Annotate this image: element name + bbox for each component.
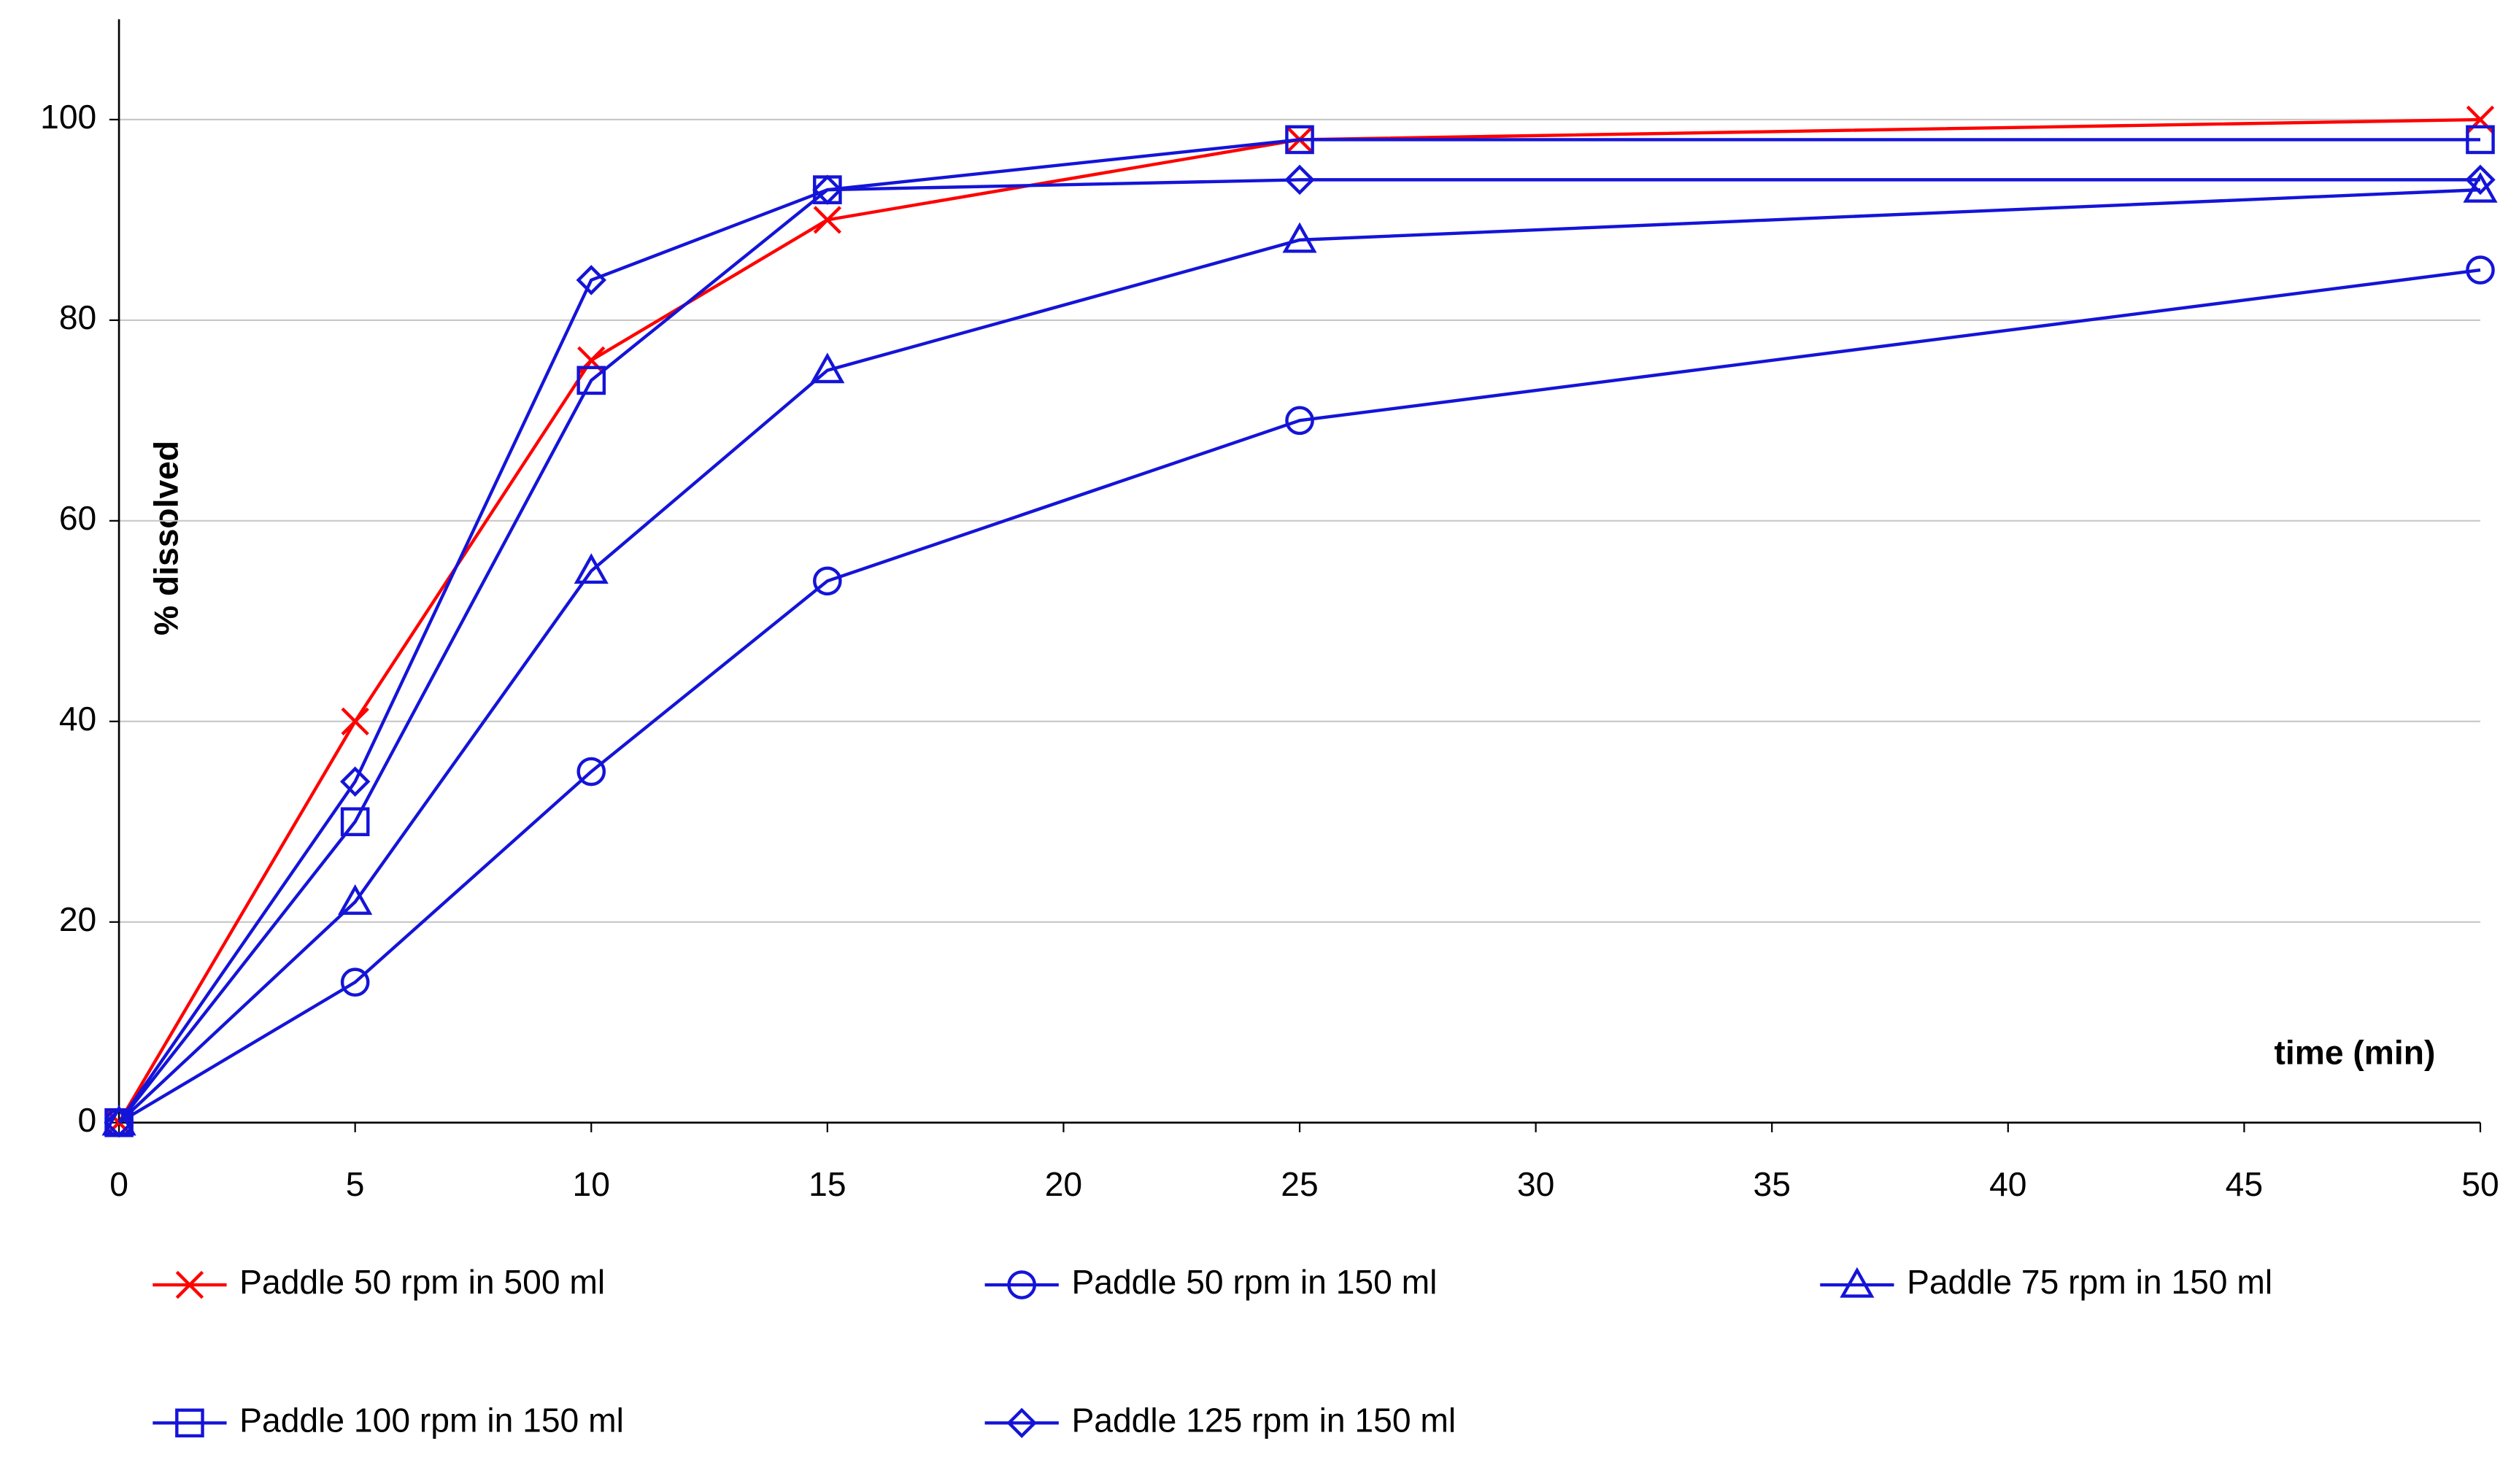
data-point bbox=[104, 1107, 134, 1138]
legend-marker bbox=[1006, 1407, 1037, 1439]
series-line bbox=[117, 178, 2480, 1124]
data-point bbox=[1285, 125, 1314, 155]
data-point bbox=[574, 553, 609, 584]
y-axis-title: % dissolved bbox=[147, 441, 185, 635]
data-point bbox=[341, 707, 369, 735]
y-tick-label: 40 bbox=[59, 700, 96, 738]
data-point bbox=[576, 757, 606, 787]
x-tick-label: 50 bbox=[2461, 1165, 2499, 1203]
data-point bbox=[810, 352, 845, 384]
series-line bbox=[117, 138, 2480, 1124]
legend-label: Paddle 75 rpm in 150 ml bbox=[1907, 1263, 2272, 1301]
data-point bbox=[340, 807, 370, 837]
x-tick-label: 10 bbox=[573, 1165, 610, 1203]
data-point bbox=[339, 766, 371, 797]
data-point bbox=[813, 566, 842, 596]
y-tick-label: 0 bbox=[78, 1101, 97, 1139]
data-point bbox=[1284, 164, 1315, 196]
data-point bbox=[340, 967, 370, 997]
data-point bbox=[812, 174, 843, 205]
data-point bbox=[2463, 171, 2498, 203]
y-tick-label: 20 bbox=[59, 900, 96, 938]
legend-marker bbox=[175, 1270, 204, 1299]
x-tick-label: 5 bbox=[346, 1165, 365, 1203]
x-tick-label: 35 bbox=[1754, 1165, 1791, 1203]
x-tick-label: 20 bbox=[1045, 1165, 1082, 1203]
x-tick-label: 30 bbox=[1517, 1165, 1554, 1203]
x-tick-label: 15 bbox=[809, 1165, 846, 1203]
x-tick-label: 45 bbox=[2226, 1165, 2263, 1203]
x-tick-label: 40 bbox=[1989, 1165, 2026, 1203]
series-line bbox=[117, 117, 2481, 1124]
legend-label: Paddle 100 rpm in 150 ml bbox=[239, 1402, 624, 1439]
legend-marker bbox=[175, 1408, 204, 1438]
x-tick-label: 25 bbox=[1281, 1165, 1318, 1203]
legend-label: Paddle 125 rpm in 150 ml bbox=[1071, 1402, 1456, 1439]
legend-label: Paddle 50 rpm in 150 ml bbox=[1071, 1263, 1437, 1301]
legend-marker bbox=[1840, 1267, 1875, 1298]
data-point bbox=[2466, 125, 2495, 155]
legend-marker bbox=[1007, 1270, 1037, 1299]
data-point bbox=[2465, 164, 2496, 196]
data-point bbox=[338, 884, 373, 915]
data-point bbox=[1285, 406, 1314, 436]
series-line bbox=[117, 268, 2481, 1124]
data-point bbox=[1282, 222, 1317, 253]
data-point bbox=[2466, 255, 2495, 285]
x-tick-label: 0 bbox=[109, 1165, 128, 1203]
x-axis-title: time (min) bbox=[2275, 1033, 2436, 1071]
data-point bbox=[576, 366, 606, 395]
y-tick-label: 60 bbox=[59, 499, 96, 537]
y-tick-label: 100 bbox=[40, 98, 96, 136]
data-point bbox=[576, 265, 606, 295]
data-point bbox=[813, 206, 842, 234]
y-tick-label: 80 bbox=[59, 298, 96, 336]
series-line bbox=[117, 188, 2481, 1124]
legend-label: Paddle 50 rpm in 500 ml bbox=[239, 1263, 605, 1301]
